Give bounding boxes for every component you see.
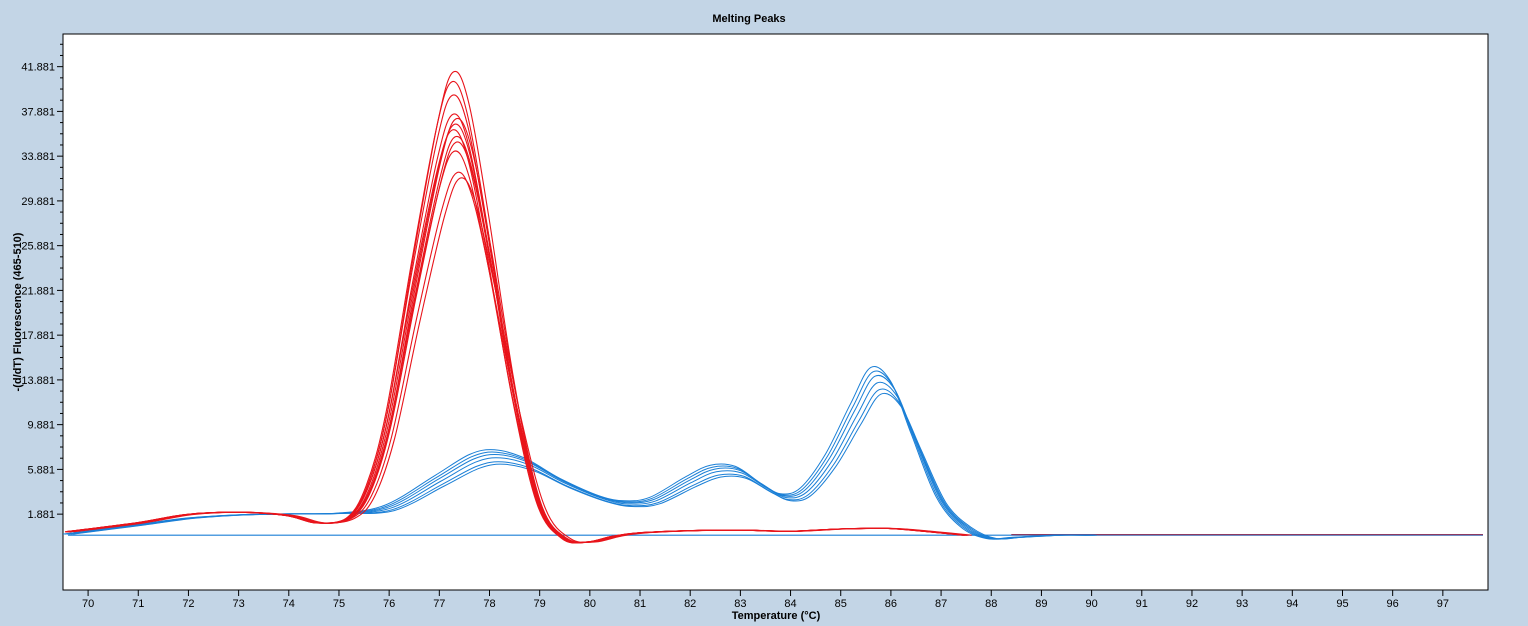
y-tick-label: 21.881: [21, 285, 55, 297]
x-tick-label: 87: [935, 598, 947, 610]
blue-replicate-line: [72, 392, 1097, 540]
x-tick-label: 95: [1336, 598, 1348, 610]
x-tick-label: 91: [1136, 598, 1148, 610]
x-tick-label: 86: [885, 598, 897, 610]
x-axis-ticks: 70 71 72 73 74 75 76 77 78 79 80 81 82 83 84 85 86 87 88 89…: [82, 590, 1449, 610]
y-tick-label: 17.881: [21, 330, 55, 342]
x-tick-label: 73: [232, 598, 244, 610]
x-tick-label: 84: [784, 598, 796, 610]
y-axis-ticks: 1.881 5.881 9.881 13.881 17.881 21.881 25.881 2…: [21, 43, 63, 521]
x-tick-label: 77: [433, 598, 445, 610]
y-tick-label: 29.881: [21, 196, 55, 208]
x-tick-label: 97: [1437, 598, 1449, 610]
series-lines: [62, 70, 1484, 544]
y-tick-label: 41.881: [21, 62, 55, 74]
red-replicate-line: [73, 177, 972, 544]
y-tick-label: 33.881: [21, 151, 55, 163]
x-tick-label: 79: [534, 598, 546, 610]
x-axis-label: Temperature (°C): [732, 610, 821, 622]
x-tick-label: 80: [584, 598, 596, 610]
chart-title: Melting Peaks: [712, 13, 785, 25]
y-tick-label: 37.881: [21, 106, 55, 118]
x-tick-label: 85: [835, 598, 847, 610]
x-tick-label: 88: [985, 598, 997, 610]
y-tick-label: 5.881: [27, 464, 55, 476]
x-tick-label: 70: [82, 598, 94, 610]
x-tick-label: 72: [182, 598, 194, 610]
y-axis-label: -(d/dT) Fluorescence (465-510): [12, 232, 24, 391]
x-tick-label: 81: [634, 598, 646, 610]
x-tick-label: 75: [333, 598, 345, 610]
x-tick-label: 78: [483, 598, 495, 610]
x-tick-label: 76: [383, 598, 395, 610]
x-tick-label: 83: [734, 598, 746, 610]
x-tick-label: 93: [1236, 598, 1248, 610]
y-tick-label: 1.881: [27, 509, 55, 521]
x-tick-label: 96: [1387, 598, 1399, 610]
x-tick-label: 71: [132, 598, 144, 610]
y-tick-label: 25.881: [21, 241, 55, 253]
x-tick-label: 92: [1186, 598, 1198, 610]
plot-area: [62, 33, 1489, 591]
x-tick-label: 89: [1035, 598, 1047, 610]
x-tick-label: 94: [1286, 598, 1298, 610]
x-tick-label: 74: [283, 598, 295, 610]
x-tick-label: 90: [1085, 598, 1097, 610]
x-tick-label: 82: [684, 598, 696, 610]
y-tick-label: 9.881: [27, 420, 55, 432]
y-tick-label: 13.881: [21, 375, 55, 387]
